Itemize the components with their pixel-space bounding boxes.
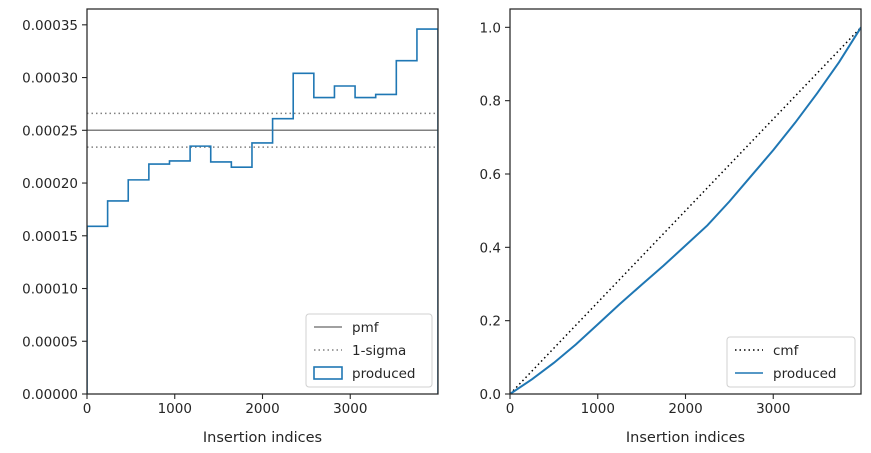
legend: cmf produced [726, 336, 856, 388]
y-tick-label: 0.00020 [22, 176, 78, 192]
legend-label: cmf [773, 343, 800, 359]
y-tick-label: 0.00005 [22, 334, 78, 350]
legend-item: produced [313, 366, 416, 382]
x-tick-label: 2000 [245, 401, 279, 417]
x-tick-label: 1000 [158, 401, 192, 417]
legend-box [305, 313, 433, 388]
y-tick-label: 0.6 [480, 167, 501, 183]
legend-label: 1-sigma [352, 343, 406, 359]
y-tick-label: 0.00010 [22, 282, 78, 298]
y-tick-label: 0.00030 [22, 71, 78, 87]
y-tick-label: 0.2 [480, 314, 501, 330]
axes-frame [509, 8, 862, 395]
y-tick-label: 0.0 [480, 387, 501, 403]
legend-label: produced [773, 366, 837, 382]
x-axis-label: Insertion indices [626, 430, 745, 446]
x-tick-label: 0 [83, 401, 92, 417]
legend-item: produced [735, 366, 837, 382]
produced-line [510, 26, 861, 394]
legend-item: cmf [735, 343, 800, 359]
produced-step-histogram [87, 28, 438, 394]
x-tick-label: 3000 [333, 401, 367, 417]
x-tick-label: 0 [506, 401, 515, 417]
plot-area [510, 26, 861, 394]
right-panel-cmf-plot: 0 1000 2000 3000 0.0 0.2 0.4 0.6 0.8 1.0 Insertion… [480, 8, 862, 446]
legend-handle-patch [313, 366, 343, 380]
legend-item: 1-sigma [314, 343, 406, 359]
x-tick-label: 1000 [581, 401, 615, 417]
plot-area [87, 28, 438, 394]
legend: pmf 1-sigma produced [305, 313, 433, 388]
x-tick-label: 2000 [668, 401, 702, 417]
y-tick-label: 0.4 [480, 240, 501, 256]
x-tick-label: 3000 [756, 401, 790, 417]
y-tick-label: 0.00015 [22, 229, 78, 245]
y-tick-label: 0.00025 [22, 123, 78, 139]
y-tick-label: 0.00000 [22, 387, 78, 403]
y-tick-label: 0.8 [480, 94, 501, 110]
x-axis-label: Insertion indices [203, 430, 322, 446]
legend-label: pmf [352, 320, 380, 336]
legend-label: produced [352, 366, 416, 382]
left-panel-pmf-histogram: 0 1000 2000 3000 0.00000 0.00005 0.00010 0.0001… [22, 8, 439, 446]
y-tick-label: 0.00035 [22, 18, 78, 34]
y-tick-label: 1.0 [480, 20, 501, 36]
legend-item: pmf [314, 320, 380, 336]
